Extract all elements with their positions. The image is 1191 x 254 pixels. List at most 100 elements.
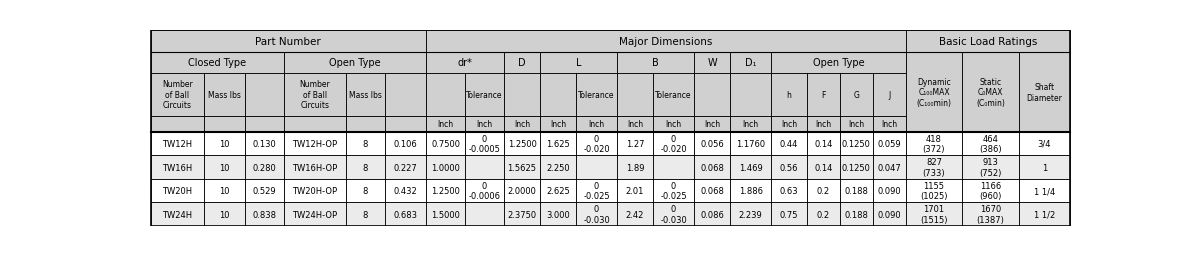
Bar: [1018, 179, 1070, 203]
Bar: [151, 156, 204, 179]
Text: 1.2500: 1.2500: [507, 139, 536, 148]
Text: 0.059: 0.059: [878, 139, 902, 148]
Text: 0.14: 0.14: [815, 139, 833, 148]
Bar: [807, 117, 840, 132]
Bar: [730, 73, 771, 117]
Bar: [285, 156, 345, 179]
Text: 0.227: 0.227: [393, 163, 417, 172]
Bar: [504, 117, 540, 132]
Text: D₁: D₁: [744, 58, 756, 68]
Text: 913
(752): 913 (752): [979, 157, 1002, 177]
Bar: [151, 203, 204, 226]
Text: Inch: Inch: [588, 120, 605, 129]
Text: Inch: Inch: [848, 120, 865, 129]
Bar: [245, 203, 285, 226]
Text: Tolerance: Tolerance: [467, 90, 503, 100]
Bar: [345, 73, 385, 117]
Bar: [204, 73, 245, 117]
Text: Open Type: Open Type: [330, 58, 381, 68]
Bar: [576, 156, 617, 179]
Bar: [151, 30, 426, 53]
Bar: [653, 73, 694, 117]
Bar: [426, 73, 464, 117]
Bar: [1018, 203, 1070, 226]
Text: 1166
(960): 1166 (960): [979, 181, 1002, 201]
Text: 8: 8: [363, 186, 368, 195]
Text: 0
-0.0005: 0 -0.0005: [468, 134, 500, 154]
Bar: [285, 117, 345, 132]
Bar: [771, 132, 807, 156]
Bar: [653, 117, 694, 132]
Text: B: B: [653, 58, 659, 68]
Bar: [653, 203, 694, 226]
Bar: [905, 156, 962, 179]
Text: 0.130: 0.130: [252, 139, 276, 148]
Text: 10: 10: [219, 139, 230, 148]
Bar: [617, 53, 694, 73]
Text: 0.2: 0.2: [817, 186, 830, 195]
Bar: [617, 156, 653, 179]
Bar: [464, 179, 504, 203]
Bar: [807, 156, 840, 179]
Bar: [962, 203, 1018, 226]
Text: Inch: Inch: [515, 120, 530, 129]
Text: TW24H: TW24H: [162, 210, 193, 219]
Text: 464
(386): 464 (386): [979, 134, 1002, 154]
Bar: [504, 179, 540, 203]
Bar: [151, 179, 204, 203]
Bar: [426, 30, 905, 53]
Bar: [345, 156, 385, 179]
Bar: [345, 203, 385, 226]
Bar: [151, 53, 285, 73]
Bar: [962, 156, 1018, 179]
Bar: [426, 156, 464, 179]
Bar: [464, 156, 504, 179]
Bar: [504, 73, 540, 117]
Bar: [873, 73, 905, 117]
Bar: [345, 179, 385, 203]
Bar: [653, 179, 694, 203]
Bar: [905, 132, 962, 156]
Text: Number
of Ball
Circuits: Number of Ball Circuits: [162, 80, 193, 110]
Bar: [245, 73, 285, 117]
Bar: [285, 73, 345, 117]
Text: 1.5000: 1.5000: [431, 210, 460, 219]
Text: Dynamic
C₁₀₀MAX
(C₁₀₀min): Dynamic C₁₀₀MAX (C₁₀₀min): [916, 78, 952, 107]
Bar: [807, 73, 840, 117]
Text: 1 1/4: 1 1/4: [1034, 186, 1055, 195]
Text: 0.7500: 0.7500: [431, 139, 460, 148]
Bar: [345, 203, 385, 226]
Bar: [840, 117, 873, 132]
Bar: [540, 179, 576, 203]
Bar: [694, 117, 730, 132]
Bar: [807, 117, 840, 132]
Bar: [204, 179, 245, 203]
Text: TW12H: TW12H: [162, 139, 193, 148]
Bar: [285, 53, 426, 73]
Bar: [771, 132, 807, 156]
Bar: [962, 132, 1018, 156]
Bar: [617, 179, 653, 203]
Bar: [504, 117, 540, 132]
Bar: [694, 117, 730, 132]
Bar: [285, 132, 345, 156]
Bar: [962, 53, 1018, 132]
Text: 3/4: 3/4: [1037, 139, 1052, 148]
Bar: [540, 117, 576, 132]
Bar: [653, 156, 694, 179]
Bar: [385, 73, 426, 117]
Bar: [464, 156, 504, 179]
Bar: [464, 132, 504, 156]
Bar: [385, 117, 426, 132]
Bar: [840, 132, 873, 156]
Bar: [905, 30, 1070, 53]
Bar: [962, 179, 1018, 203]
Bar: [730, 203, 771, 226]
Bar: [151, 132, 204, 156]
Text: 8: 8: [363, 139, 368, 148]
Text: 0.056: 0.056: [700, 139, 724, 148]
Text: 0
-0.020: 0 -0.020: [584, 134, 610, 154]
Text: 0
-0.030: 0 -0.030: [584, 204, 610, 224]
Bar: [905, 179, 962, 203]
Text: 1155
(1025): 1155 (1025): [921, 181, 948, 201]
